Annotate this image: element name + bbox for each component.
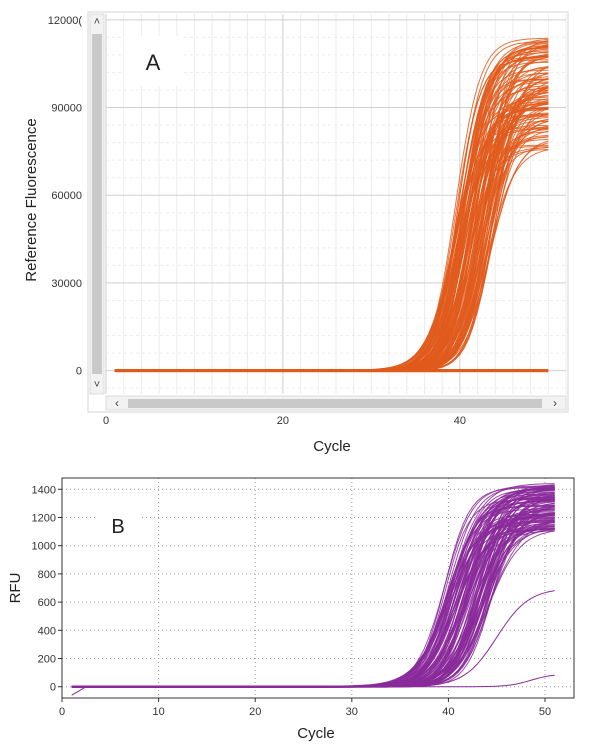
chart-a-scroll-right-icon[interactable]: › — [553, 396, 557, 410]
chart-b: B 0 10 20 30 40 50 0 200 400 600 800 1000 1200 1400 C… — [0, 470, 597, 744]
chart-b-x-tick-label: 0 — [59, 706, 65, 718]
chart-a-x-tick-label: 20 — [277, 415, 289, 427]
chart-b-panel-label: B — [111, 516, 124, 538]
chart-b-y-tick-label: 1200 — [32, 512, 56, 524]
chart-a-panel-label: A — [146, 50, 161, 75]
chart-a-label-box — [124, 36, 182, 86]
chart-b-x-tick-label: 30 — [346, 706, 358, 718]
chart-b-y-tick-label: 0 — [50, 682, 56, 694]
chart-a-horizontal-scroll-thumb[interactable] — [128, 399, 542, 408]
chart-b-ticks: 0 10 20 30 40 50 0 200 400 600 800 1000 1200 1400 — [32, 484, 552, 718]
chart-b-frame — [61, 477, 575, 699]
chart-a-curves — [114, 37, 549, 373]
chart-b-x-tick-label: 50 — [539, 706, 551, 718]
chart-b-y-axis-label: RFU — [7, 573, 24, 604]
chart-b-curve-late-low — [71, 674, 555, 688]
chart-b-x-axis-label: Cycle — [297, 725, 335, 742]
chart-b-y-tick-label: 600 — [38, 597, 56, 609]
chart-b-y-tick-label: 200 — [38, 654, 56, 666]
chart-a-x-axis-label: Cycle — [313, 438, 351, 455]
chart-a-y-tick-label: 90000 — [51, 103, 82, 115]
chart-b-x-tick-label: 10 — [152, 706, 164, 718]
chart-a-x-tick-label: 0 — [103, 415, 109, 427]
chart-a-y-axis-label: Reference Fluorescence — [23, 118, 40, 281]
chart-a-grid — [105, 14, 567, 394]
chart-b-curve-start-dip — [71, 686, 87, 696]
chart-b-x-tick-label: 40 — [442, 706, 454, 718]
chart-a-y-tick-label: 12000( — [48, 15, 83, 27]
chart-a-scroll-down-icon[interactable]: ˅ — [94, 379, 100, 391]
chart-a-scroll-up-icon[interactable]: ˄ — [94, 16, 100, 28]
chart-a-vertical-scroll-thumb[interactable] — [92, 34, 102, 374]
chart-a-ticks: 0 20 40 0 30000 60000 90000 12000( — [48, 15, 466, 427]
chart-b-curves — [71, 483, 555, 696]
chart-a-y-tick-label: 60000 — [51, 190, 82, 202]
chart-a-y-tick-label: 0 — [76, 366, 82, 378]
chart-b-x-tick-label: 20 — [249, 706, 261, 718]
chart-a: ˄ ˅ ‹ › A 0 20 40 0 30000 60000 90000 12000( Cy… — [23, 11, 569, 455]
chart-b-y-tick-label: 1400 — [32, 484, 56, 496]
chart-b-y-tick-label: 1000 — [32, 541, 56, 553]
chart-b-y-tick-label: 400 — [38, 625, 56, 637]
chart-b-label-box — [98, 506, 142, 542]
chart-a-scroll-left-icon[interactable]: ‹ — [115, 396, 119, 410]
chart-a-y-tick-label: 30000 — [51, 278, 82, 290]
chart-b-y-tick-label: 800 — [38, 569, 56, 581]
chart-a-x-tick-label: 40 — [454, 415, 466, 427]
